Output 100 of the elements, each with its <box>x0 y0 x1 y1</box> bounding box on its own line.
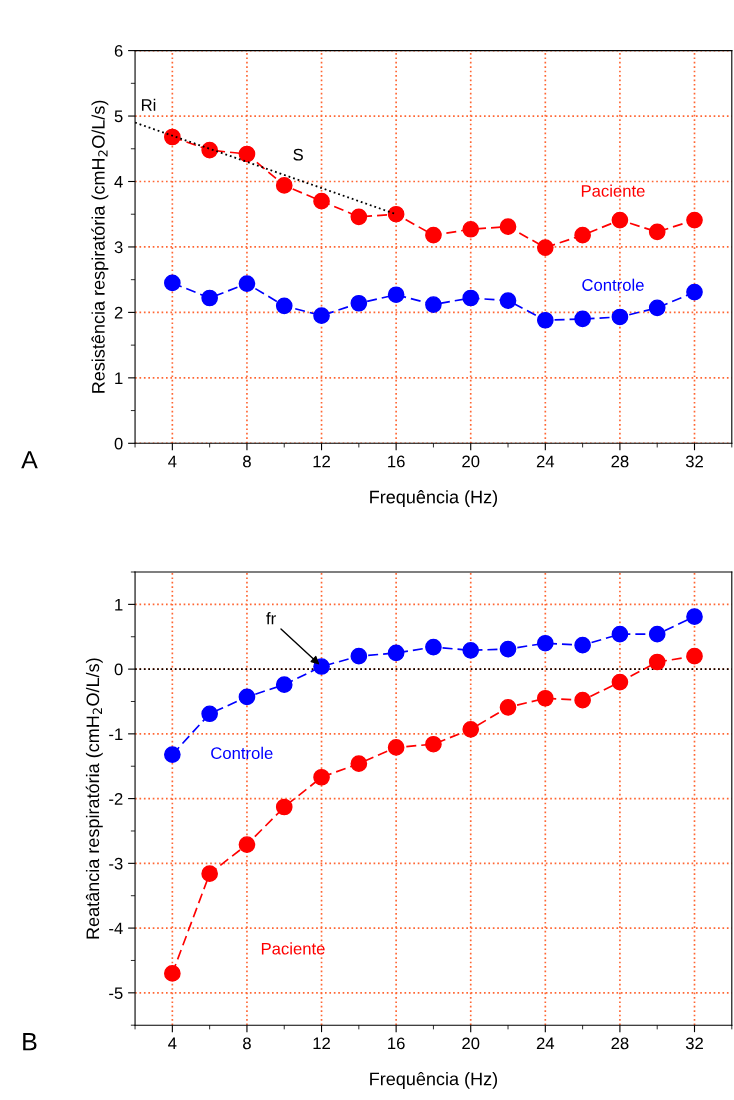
point <box>499 218 517 235</box>
x-tick-label: 24 <box>536 1037 555 1050</box>
point <box>536 689 554 707</box>
point <box>313 192 330 210</box>
y-axis-title: Resistência respiratória (cmH$_{2}$O/L/s) <box>91 100 109 393</box>
point <box>275 798 293 816</box>
y-tick-label: 3 <box>114 241 123 254</box>
point <box>425 638 442 656</box>
x-tick-label: 20 <box>462 1037 480 1050</box>
y-tick-label: -3 <box>109 857 123 870</box>
x-axis-title: Frequência (Hz) <box>370 1071 498 1089</box>
point <box>462 720 480 738</box>
point <box>313 768 330 786</box>
point <box>238 145 256 163</box>
annotation: S <box>293 148 303 161</box>
point <box>574 636 591 654</box>
y-tick-label: -5 <box>109 987 123 1000</box>
point <box>201 141 218 159</box>
text: A <box>21 451 38 469</box>
point <box>201 705 218 723</box>
x-tick-label: 4 <box>168 1037 177 1050</box>
y-tick-label: 6 <box>114 45 123 57</box>
point <box>536 239 554 256</box>
point <box>350 755 368 772</box>
point <box>387 644 405 662</box>
x-tick-label: 8 <box>243 1037 251 1050</box>
x-tick-label: 12 <box>313 1037 330 1050</box>
point <box>238 688 256 706</box>
x-tick-label: 4 <box>168 455 177 468</box>
point <box>201 289 218 307</box>
point <box>574 310 591 328</box>
annotation: fr <box>266 612 276 625</box>
point <box>648 223 666 241</box>
y-axis-title: Reatância respiratória (cmH$_{2}$O/L/s) <box>85 658 103 939</box>
point <box>164 965 181 982</box>
point <box>275 177 293 194</box>
point <box>350 294 368 312</box>
point <box>499 698 517 716</box>
y-tick-label: 0 <box>114 663 123 676</box>
y-tick-label: 1 <box>115 598 123 611</box>
point <box>275 676 293 693</box>
point <box>686 283 703 301</box>
point <box>425 226 442 244</box>
point <box>686 647 703 665</box>
x-tick-label: 28 <box>611 1037 629 1050</box>
point <box>536 311 554 329</box>
annotation: Ri <box>141 98 156 111</box>
x-tick-label: 16 <box>388 455 405 468</box>
point <box>648 625 666 643</box>
y-tick-label: -4 <box>109 922 123 935</box>
series-label: Paciente <box>581 184 645 197</box>
x-tick-label: 28 <box>611 455 629 468</box>
point <box>164 128 181 146</box>
point <box>350 647 368 665</box>
point <box>686 608 703 626</box>
point <box>313 307 330 325</box>
point <box>164 746 181 763</box>
point <box>611 625 629 643</box>
point <box>387 286 405 304</box>
point <box>313 658 330 675</box>
y-tick-label: 4 <box>114 176 123 188</box>
y-tick-label: 1 <box>115 372 123 384</box>
point <box>574 691 591 709</box>
y-tick-label: 0 <box>114 437 123 450</box>
point <box>462 220 480 238</box>
series-label: Controle <box>582 278 644 291</box>
point <box>611 308 629 326</box>
x-tick-label: 8 <box>243 455 251 468</box>
x-tick-label: 20 <box>462 455 480 468</box>
x-tick-label: 32 <box>685 455 703 468</box>
series-label: Controle <box>211 746 273 760</box>
point <box>387 739 405 756</box>
point <box>686 211 703 229</box>
point <box>462 289 480 307</box>
point <box>648 299 666 317</box>
point <box>536 634 554 652</box>
point <box>648 653 666 671</box>
point <box>201 865 218 883</box>
x-tick-label: 32 <box>685 1037 703 1050</box>
x-tick-label: 24 <box>536 455 555 468</box>
point <box>164 274 181 292</box>
y-tick-label: -1 <box>109 728 123 740</box>
point <box>425 296 442 313</box>
point <box>611 211 629 229</box>
point <box>350 208 368 226</box>
point <box>499 292 517 309</box>
point <box>238 275 256 292</box>
x-axis-title: Frequência (Hz) <box>370 490 498 507</box>
point <box>574 226 591 244</box>
point <box>387 205 405 223</box>
y-tick-label: 2 <box>114 306 123 319</box>
point <box>462 642 480 659</box>
y-tick-label: -2 <box>109 793 123 805</box>
y-tick-label: 5 <box>114 110 123 123</box>
point <box>611 673 629 691</box>
point <box>275 297 293 315</box>
x-tick-label: 16 <box>388 1037 405 1050</box>
point <box>499 640 517 658</box>
point <box>425 735 442 753</box>
point <box>238 836 256 853</box>
